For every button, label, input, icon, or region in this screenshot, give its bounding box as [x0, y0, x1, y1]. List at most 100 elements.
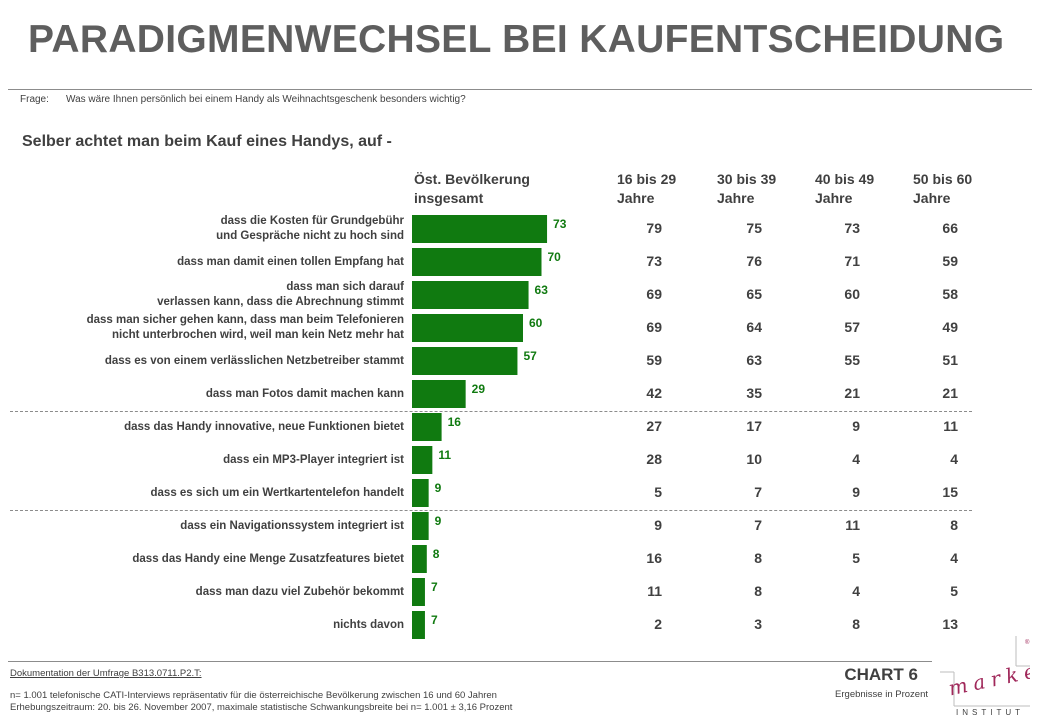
table-cell: 9 — [654, 517, 662, 533]
row-label-line: nichts davon — [333, 618, 404, 631]
group-separator — [10, 510, 972, 511]
bar-value-label: 9 — [435, 481, 442, 495]
table-cell: 59 — [646, 352, 662, 368]
row-label: dass die Kosten für Grundgebühr und Gespr… — [0, 214, 404, 244]
bar-value-label: 8 — [433, 547, 440, 561]
results-unit-note: Ergebnisse in Prozent — [835, 689, 928, 700]
page-title: PARADIGMENWECHSEL BEI KAUFENTSCHEIDUNG — [28, 18, 1005, 61]
table-cell: 69 — [646, 319, 662, 335]
column-header-total-line2: insgesamt — [414, 190, 484, 206]
table-cell: 4 — [852, 451, 860, 467]
table-cell: 79 — [646, 220, 662, 236]
table-cell: 5 — [654, 484, 662, 500]
row-label-line: dass ein MP3-Player integriert ist — [223, 453, 404, 466]
table-cell: 17 — [746, 418, 762, 434]
row-label-line: dass man Fotos damit machen kann — [205, 387, 404, 400]
bar — [412, 314, 523, 342]
group-separator — [10, 411, 972, 412]
table-cell: 13 — [942, 616, 958, 632]
table-cell: 7 — [754, 484, 762, 500]
table-cell: 28 — [646, 451, 662, 467]
bar-value-label: 9 — [435, 514, 442, 528]
table-cell: 11 — [647, 583, 662, 599]
table-cell: 9 — [852, 484, 860, 500]
column-header-total-line1: Öst. Bevölkerung — [414, 171, 530, 187]
table-cell: 21 — [942, 385, 958, 401]
column-header-age4-line1: 50 bis 60 — [913, 171, 973, 187]
bar — [412, 380, 466, 408]
table-cell: 2 — [654, 616, 662, 632]
bar — [412, 512, 429, 540]
bar — [412, 446, 433, 474]
bar-value-label: 60 — [529, 316, 543, 330]
table-cell: 75 — [746, 220, 762, 236]
table-cell: 8 — [754, 550, 762, 566]
column-header-age1-line2: Jahre — [617, 190, 655, 206]
row-label: dass ein MP3-Player integriert ist — [0, 453, 404, 468]
bar-value-label: 29 — [472, 382, 486, 396]
column-header-age3-line1: 40 bis 49 — [815, 171, 875, 187]
table-cell: 55 — [844, 352, 860, 368]
bar — [412, 347, 518, 375]
table-cell: 57 — [844, 319, 860, 335]
table-cell: 42 — [646, 385, 662, 401]
question-text: Was wäre Ihnen persönlich bei einem Hand… — [66, 94, 466, 105]
table-cell: 9 — [852, 418, 860, 434]
bar-value-label: 73 — [553, 217, 567, 231]
table-cell: 73 — [646, 253, 662, 269]
row-label-line: dass es sich um ein Wertkartentelefon ha… — [150, 486, 405, 499]
row-label: dass man dazu viel Zubehör bekommt — [0, 585, 404, 600]
question-line: Frage: Was wäre Ihnen persönlich bei eine… — [20, 94, 466, 105]
row-label: dass ein Navigationssystem integriert is… — [0, 519, 404, 534]
bar — [412, 611, 425, 639]
bar — [412, 578, 425, 606]
table-cell: 49 — [942, 319, 958, 335]
row-label-line: dass das Handy innovative, neue Funktion… — [124, 420, 404, 433]
chart-number: CHART 6 — [844, 665, 918, 684]
bar — [412, 479, 429, 507]
survey-period-note: Erhebungszeitraum: 20. bis 26. November … — [10, 702, 513, 713]
table-cell: 66 — [942, 220, 958, 236]
table-cell: 65 — [746, 286, 762, 302]
row-label-line: dass man sich darauf — [286, 281, 404, 293]
column-header-age-40-49: 40 bis 49 Jahre — [815, 170, 874, 208]
table-cell: 4 — [950, 451, 958, 467]
documentation-link[interactable]: Dokumentation der Umfrage B313.0711.P2.T… — [10, 668, 202, 679]
row-label-line: nicht unterbrochen wird, weil man kein N… — [111, 329, 404, 341]
bar-value-label: 16 — [448, 415, 462, 429]
bar-value-label: 63 — [535, 283, 549, 297]
table-cell: 11 — [943, 418, 958, 434]
logo-registered-mark: ® — [1025, 639, 1030, 646]
column-header-age-16-29: 16 bis 29 Jahre — [617, 170, 676, 208]
column-header-age-30-39: 30 bis 39 Jahre — [717, 170, 776, 208]
table-cell: 8 — [950, 517, 958, 533]
table-cell: 16 — [646, 550, 662, 566]
column-header-age-50-60: 50 bis 60 Jahre — [913, 170, 972, 208]
column-header-age2-line2: Jahre — [717, 190, 755, 206]
bar-value-label: 11 — [438, 448, 451, 462]
table-cell: 21 — [844, 385, 860, 401]
table-cell: 10 — [746, 451, 762, 467]
table-cell: 51 — [942, 352, 958, 368]
table-cell: 5 — [950, 583, 958, 599]
question-label: Frage: — [20, 94, 49, 105]
table-cell: 60 — [844, 286, 860, 302]
table-cell: 11 — [845, 517, 860, 533]
row-label: dass man sicher gehen kann, dass man bei… — [0, 313, 404, 343]
row-label-line: dass das Handy eine Menge Zusatzfeatures… — [132, 552, 404, 565]
table-cell: 3 — [754, 616, 762, 632]
column-header-age3-line2: Jahre — [815, 190, 853, 206]
row-label-line: dass man damit einen tollen Empfang hat — [177, 255, 404, 268]
row-label-line: dass man dazu viel Zubehör bekommt — [195, 585, 404, 598]
bar-value-label: 70 — [548, 250, 562, 264]
bar — [412, 413, 442, 441]
table-cell: 7 — [754, 517, 762, 533]
row-label: dass das Handy innovative, neue Funktion… — [0, 420, 404, 435]
row-label: nichts davon — [0, 618, 404, 633]
table-cell: 71 — [844, 253, 860, 269]
column-header-age2-line1: 30 bis 39 — [717, 171, 777, 187]
column-header-total: Öst. Bevölkerung insgesamt — [414, 170, 530, 208]
table-cell: 5 — [852, 550, 860, 566]
table-cell: 8 — [852, 616, 860, 632]
